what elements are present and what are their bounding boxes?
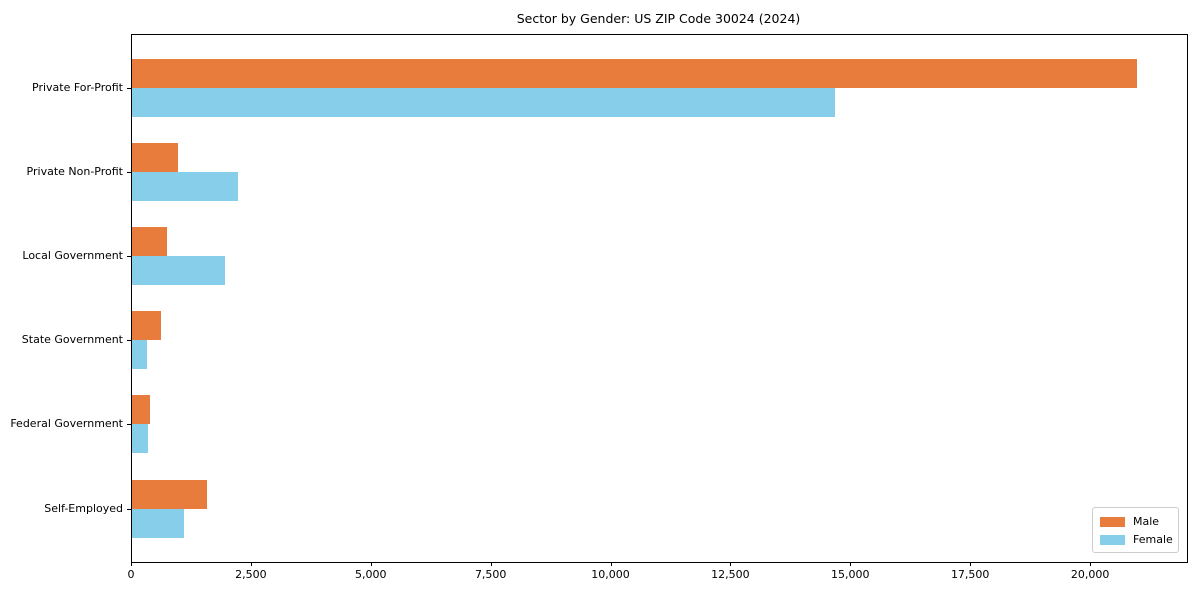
y-tick-mark <box>127 424 131 426</box>
bar-male-self-employed <box>132 479 207 509</box>
chart-title: Sector by Gender: US ZIP Code 30024 (202… <box>516 11 801 26</box>
y-axis-label-private-non-profit: Private Non-Profit <box>26 165 123 179</box>
y-axis-label-local-government: Local Government <box>22 249 123 263</box>
x-tick-label: 7,500 <box>474 568 507 581</box>
x-tick-label: 5,000 <box>355 568 387 581</box>
x-tick-mark <box>370 562 372 566</box>
male-legend-swatch <box>1100 516 1125 527</box>
legend: Male Female <box>1092 507 1179 553</box>
y-axis-label-self-employed: Self-Employed <box>44 501 123 515</box>
x-tick-mark <box>730 562 732 566</box>
y-tick-mark <box>127 340 131 342</box>
x-tick-mark <box>490 562 492 566</box>
x-tick-label: 2,500 <box>235 568 267 581</box>
y-tick-mark <box>127 88 131 89</box>
x-tick-mark <box>250 562 252 566</box>
bar-female-federal-government <box>132 424 148 454</box>
bar-female-private-for-profit <box>132 88 835 117</box>
female-legend-swatch <box>1100 534 1125 545</box>
x-tick-mark <box>1090 562 1092 566</box>
x-tick-mark <box>610 562 612 566</box>
bar-female-self-employed <box>132 508 184 538</box>
x-tick-label: 15,000 <box>831 568 870 581</box>
x-tick-label: 12,500 <box>711 568 750 581</box>
bar-female-state-government <box>132 340 147 370</box>
x-tick-mark <box>970 562 972 566</box>
bar-male-state-government <box>132 311 161 341</box>
bar-male-private-for-profit <box>132 59 1137 88</box>
plot-area <box>131 34 1188 563</box>
y-tick-mark <box>127 172 131 174</box>
bar-male-federal-government <box>132 395 151 425</box>
y-axis-label-private-for-profit: Private For-Profit <box>32 81 123 94</box>
y-tick-mark <box>127 256 131 258</box>
legend-item-female: Female <box>1100 531 1173 548</box>
x-tick-mark <box>850 562 852 566</box>
legend-item-male: Male <box>1100 513 1171 530</box>
y-tick-mark <box>127 508 131 510</box>
bar-male-local-government <box>132 227 167 257</box>
y-axis-label-state-government: State Government <box>21 333 123 347</box>
male-legend-label: Male <box>1133 515 1160 528</box>
bar-female-private-non-profit <box>132 172 238 202</box>
y-axis-label-federal-government: Federal Government <box>10 417 123 431</box>
x-tick-label: 20,000 <box>1070 568 1110 581</box>
bar-female-local-government <box>132 256 225 286</box>
female-legend-label: Female <box>1133 533 1173 546</box>
x-tick-label: 10,000 <box>591 568 630 581</box>
x-tick-label: 17,500 <box>950 568 990 581</box>
x-tick-mark <box>131 562 132 566</box>
x-tick-label: 0 <box>127 568 135 581</box>
bar-male-private-non-profit <box>132 143 178 173</box>
